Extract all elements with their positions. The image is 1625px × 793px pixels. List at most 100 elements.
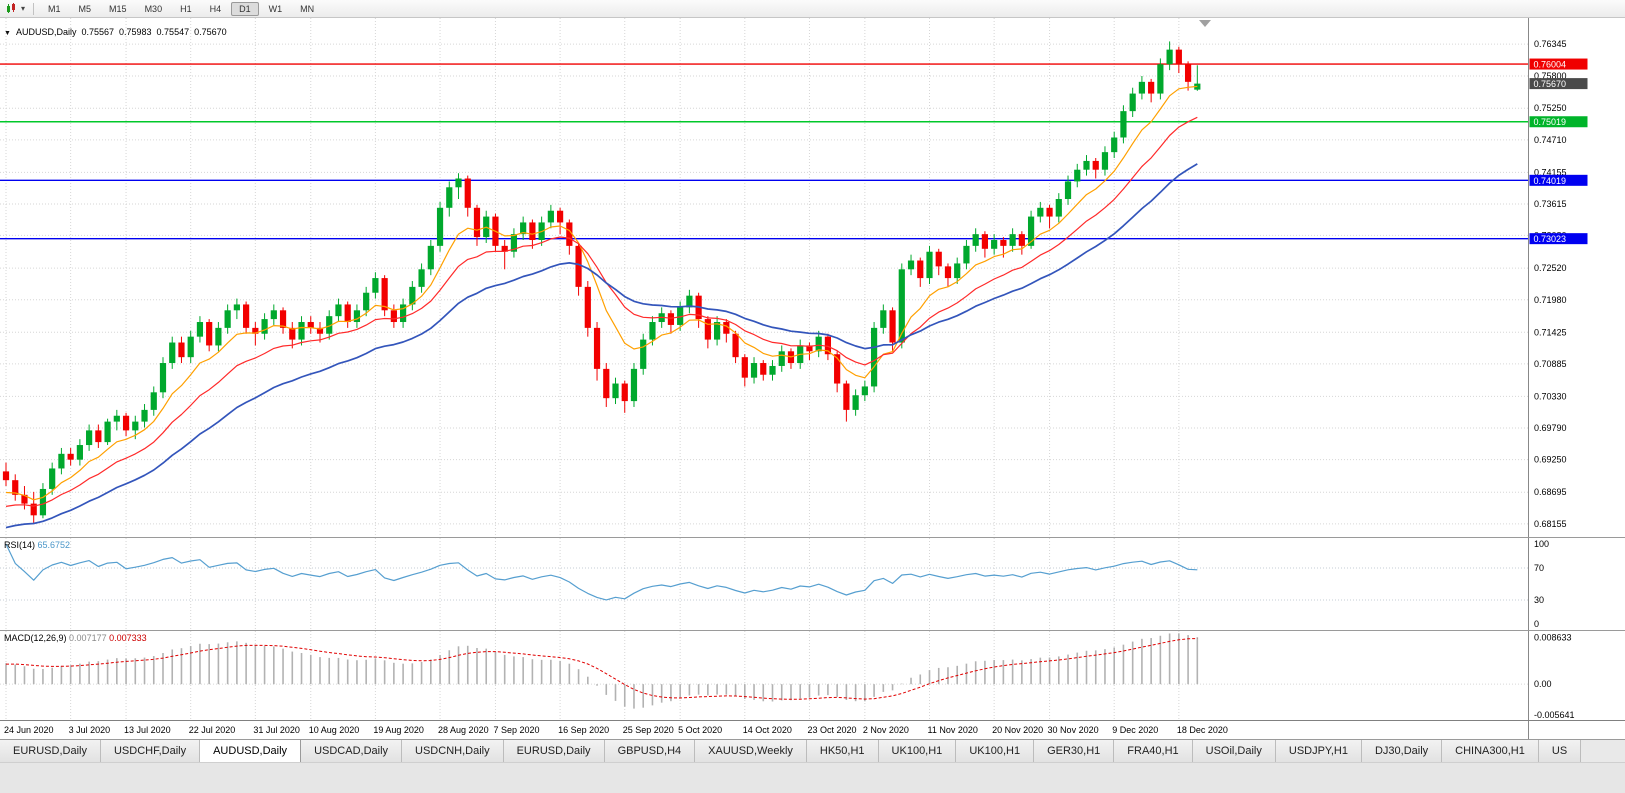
macd-histogram	[5, 633, 1199, 709]
candle-body	[30, 503, 37, 516]
price-badge-box	[1529, 58, 1588, 70]
macd-bar	[494, 651, 497, 685]
macd-bar	[291, 651, 294, 685]
chart-tab-uk100-h1[interactable]: UK100,H1	[878, 740, 957, 762]
pane-separator[interactable]	[0, 630, 1625, 631]
chart-tab-usdchf-daily[interactable]: USDCHF,Daily	[100, 740, 201, 762]
candle-body	[279, 310, 287, 328]
candle-body	[954, 263, 961, 279]
macd-bar	[42, 668, 44, 685]
timeframe-button-m5[interactable]: M5	[78, 3, 92, 14]
chart-symbol: AUDUSD,Daily	[15, 27, 77, 37]
candle-body	[713, 322, 721, 340]
candle-body	[344, 304, 351, 323]
timeframe-button-d1[interactable]: D1	[231, 1, 259, 16]
macd-bar	[430, 659, 432, 685]
macd-bar	[319, 657, 321, 685]
timeframe-button-m1[interactable]: M1	[48, 3, 61, 14]
candle-body	[141, 409, 148, 422]
timeframe-button-mn[interactable]: MN	[300, 3, 315, 14]
rsi-axis-label: 30	[1534, 595, 1544, 605]
candle-body	[49, 468, 56, 489]
chart-tab-xauusd-weekly[interactable]: XAUUSD,Weekly	[695, 740, 807, 762]
candlestick-series	[2, 41, 1201, 524]
macd-bar	[614, 684, 617, 701]
macd-bar	[1002, 660, 1005, 685]
macd-bar	[245, 642, 247, 685]
date-axis-label: 22 Jul 2020	[188, 725, 236, 735]
candle-body	[233, 304, 240, 311]
chart-tab-china300-h1[interactable]: CHINA300,H1	[1442, 740, 1539, 762]
macd-bar	[568, 663, 571, 685]
moving-average-line	[5, 163, 1198, 529]
chart-type-group: ▾	[3, 3, 28, 14]
chart-tab-gbpusd-h4[interactable]: GBPUSD,H4	[604, 740, 696, 762]
chart-tab-usdjpy-h1[interactable]: USDJPY,H1	[1275, 740, 1362, 762]
candle-body	[880, 310, 887, 328]
timeframe-button-m15[interactable]: M15	[109, 3, 127, 14]
chart-tab-eurusd-daily[interactable]: EURUSD,Daily	[503, 740, 605, 762]
chevron-down-icon[interactable]: ▾	[21, 4, 26, 13]
timeframe-button-w1[interactable]: W1	[268, 3, 283, 14]
price-axis-label: 0.69790	[1534, 423, 1567, 433]
timeframe-button-h1[interactable]: H1	[180, 3, 192, 14]
macd-bar	[1030, 659, 1032, 685]
macd-bar	[420, 662, 423, 685]
price-chart-canvas[interactable]: 0.76345 0.75800 0.75250 0.74710 0.74155 0.736…	[0, 18, 1625, 537]
chart-tab-hk50-h1[interactable]: HK50,H1	[806, 740, 879, 762]
macd-bar	[550, 659, 552, 685]
date-axis-label: 25 Sep 2020	[622, 725, 674, 735]
timeframe-button-m30[interactable]: M30	[144, 3, 163, 14]
macd-bar	[762, 684, 765, 702]
date-axis-label: 19 Aug 2020	[373, 725, 424, 735]
macd-bar	[984, 660, 986, 685]
price-badge: 0.73023	[1529, 233, 1588, 245]
macd-bar	[1122, 644, 1125, 685]
candle-body	[621, 383, 628, 402]
candle-body	[381, 278, 388, 311]
pane-separator[interactable]	[0, 537, 1625, 538]
chart-type-icon[interactable]	[6, 3, 19, 14]
macd-bar	[1131, 641, 1134, 685]
toolbar: ▾ M1 M5 M15 M30 H1 H4 D1 W1 MN	[0, 0, 1625, 18]
macd-bar	[189, 646, 192, 685]
candle-body	[1092, 160, 1099, 170]
price-axis-label: 0.69250	[1534, 455, 1567, 465]
rsi-chart-canvas[interactable]: 100 70 30 0	[0, 538, 1625, 630]
macd-bar	[540, 659, 543, 685]
candle-body	[289, 327, 296, 340]
timeframe-button-h4[interactable]: H4	[209, 3, 222, 14]
price-badge-text: 0.73023	[1534, 234, 1567, 244]
chart-tab-usdcnh-daily[interactable]: USDCNH,Daily	[402, 740, 504, 762]
date-axis-label: 7 Sep 2020	[493, 725, 540, 735]
macd-bar	[725, 684, 728, 695]
chart-tab-bar: EURUSD,Daily USDCHF,Daily AUDUSD,Daily USDC…	[0, 739, 1625, 762]
macd-bar	[23, 666, 26, 685]
candle-body	[252, 327, 259, 334]
chart-tab-usdcad-daily[interactable]: USDCAD,Daily	[301, 740, 403, 762]
macd-bar	[356, 660, 358, 685]
candle-body	[446, 187, 453, 208]
chart-tab-audusd-daily[interactable]: AUDUSD,Daily	[200, 740, 302, 762]
macd-bar	[1159, 635, 1162, 685]
date-axis-label: 30 Nov 2020	[1047, 725, 1099, 735]
chart-tab-eurusd-daily[interactable]: EURUSD,Daily	[0, 740, 101, 762]
macd-bar	[1113, 647, 1115, 685]
candle-body	[372, 278, 379, 293]
chart-tab-fra40-h1[interactable]: FRA40,H1	[1114, 740, 1193, 762]
chart-tab-us[interactable]: US	[1538, 740, 1582, 762]
rsi-line	[5, 543, 1198, 601]
macd-bar	[282, 648, 284, 685]
candle-body	[178, 342, 185, 358]
candle-body	[95, 430, 102, 443]
rsi-label: RSI(14) 65.6752	[4, 540, 70, 550]
chart-tab-uk100-h1[interactable]: UK100,H1	[956, 740, 1035, 762]
macd-chart-canvas[interactable]: 0.008633 0.00 -0.005641	[0, 631, 1625, 720]
candle-body	[104, 421, 111, 443]
candle-body	[778, 351, 785, 366]
price-badge-text: 0.75670	[1534, 79, 1567, 89]
chart-tab-dj30-daily[interactable]: DJ30,Daily	[1361, 740, 1443, 762]
candle-body	[1101, 152, 1109, 170]
chart-tab-ger30-h1[interactable]: GER30,H1	[1034, 740, 1115, 762]
chart-tab-usoil-daily[interactable]: USOil,Daily	[1192, 740, 1276, 762]
